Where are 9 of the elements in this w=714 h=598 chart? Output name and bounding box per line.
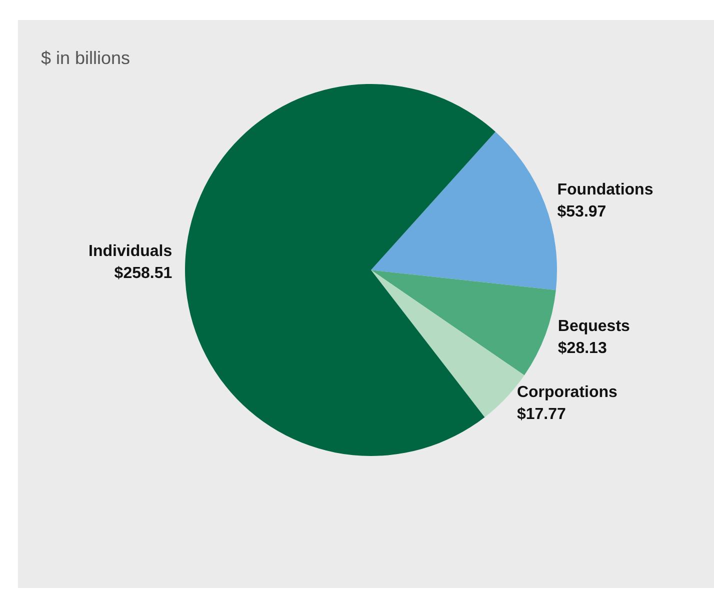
- slice-label: Foundations: [557, 181, 654, 198]
- data-label: $258.51: [114, 265, 172, 282]
- slice-label: Corporations: [516, 384, 618, 401]
- slice-label: Individuals: [88, 243, 172, 260]
- data-label: $28.13: [558, 340, 607, 357]
- data-label: $17.77: [516, 406, 566, 423]
- chart-subtitle: $ in billions: [41, 48, 130, 68]
- data-label: $53.97: [557, 203, 606, 220]
- slice-label: Bequests: [558, 318, 630, 335]
